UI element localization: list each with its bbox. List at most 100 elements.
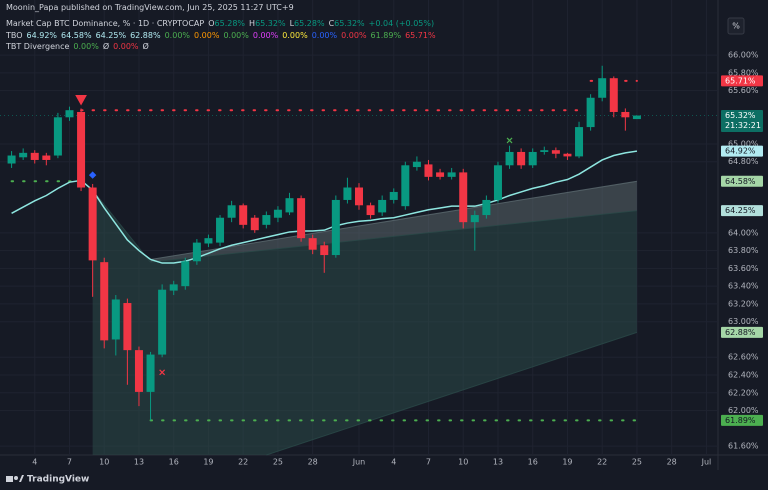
candle-body (493, 165, 502, 200)
x-tick-label: 28 (308, 458, 318, 467)
x-tick-label: 13 (134, 458, 144, 467)
price-label: 65.71% (725, 76, 756, 85)
y-tick-label: 65.80% (728, 68, 759, 77)
x-tick-label: 28 (667, 458, 677, 467)
y-tick-label: 64.00% (728, 228, 759, 237)
y-tick-label: 61.60% (728, 442, 759, 451)
y-tick-label: 65.00% (728, 139, 759, 148)
candle-body (158, 289, 167, 355)
candle-body (204, 238, 213, 244)
x-tick-label: 22 (597, 458, 607, 467)
y-tick-label: 62.60% (728, 353, 759, 362)
plot-area (0, 0, 718, 456)
candle-body (30, 152, 39, 160)
indicator-name: TBT Divergence (6, 42, 70, 51)
candle-body (575, 127, 584, 157)
published-line: Moonin_Papa published on TradingView.com… (6, 3, 294, 12)
channel-bottom-line (266, 331, 638, 456)
x-tick-label: 4 (391, 458, 396, 467)
y-tick-label: 62.40% (728, 371, 759, 380)
candle-body (563, 153, 572, 157)
ohlc-key: O (208, 19, 215, 28)
price-label: 62.88% (725, 328, 756, 337)
candle-body (598, 78, 607, 98)
y-tick-label: 62.00% (728, 406, 759, 415)
unit-button[interactable] (727, 17, 745, 35)
x-tick-label: 10 (99, 458, 109, 467)
x-tick-label: 7 (67, 458, 72, 467)
candle-body (239, 205, 248, 225)
candle-body (53, 117, 62, 156)
symbol-legend: Market Cap BTC Dominance, % · 1D · CRYPT… (6, 19, 438, 28)
change: +0.04 (+0.05%) (368, 19, 435, 28)
candle-body (482, 199, 491, 216)
candle-body (586, 97, 595, 128)
ohlc-value: 65.32% (334, 19, 365, 28)
candle-body (331, 199, 340, 256)
candle-body (65, 110, 74, 118)
candle-body (308, 238, 317, 250)
price-label: 61.89% (725, 416, 756, 425)
candle-body (181, 261, 190, 287)
candle-body (412, 161, 421, 168)
indicator-value: Ø (102, 42, 110, 51)
price-label-box (721, 205, 763, 217)
indicator-value: 64.58% (61, 31, 92, 40)
price-label: 65.32% (725, 111, 756, 120)
candle-body (273, 209, 282, 218)
candle-body (192, 242, 201, 262)
candle-body (378, 199, 387, 213)
candle-body (123, 303, 132, 351)
candle-body (447, 172, 456, 177)
indicator-value: 61.89% (370, 31, 402, 40)
indicator-value: 0.00% (164, 31, 191, 40)
ohlc-key: H (249, 19, 256, 28)
indicator-name: TBO (6, 31, 23, 40)
candle-body (517, 151, 526, 166)
unit-label: % (732, 22, 740, 31)
x-tick-label: 19 (203, 458, 213, 467)
band-upper-line (150, 180, 638, 260)
indicator-value: 0.00% (311, 31, 338, 40)
indicator-value: 0.00% (341, 31, 367, 40)
price-label: 64.58% (725, 177, 756, 186)
countdown: 21:32:21 (725, 121, 761, 130)
symbol: Market Cap BTC Dominance, % · 1D · CRYPT… (6, 19, 205, 28)
candle-body (355, 187, 363, 206)
x-tick-label: 25 (632, 458, 642, 467)
price-label-box (721, 75, 763, 87)
x-tick-label: 16 (528, 458, 538, 467)
candle-body (632, 115, 641, 120)
candle-body (297, 198, 306, 239)
candle-body (389, 191, 398, 200)
footer-logo (6, 475, 24, 482)
candle-body (621, 111, 630, 118)
ohlc-value: 65.28% (294, 19, 325, 28)
candle-body (401, 165, 410, 207)
candle-body (111, 299, 120, 340)
indicator-value: 0.00% (113, 42, 139, 51)
price-label-box (721, 175, 763, 187)
indicator-value: 0.00% (194, 31, 220, 40)
candle-body (424, 164, 433, 177)
candle-body (216, 217, 225, 243)
indicator-value: 64.25% (95, 31, 127, 40)
y-tick-label: 63.40% (728, 282, 759, 291)
price-label: 64.25% (725, 206, 756, 215)
candle-body (436, 172, 445, 177)
signal-marker (75, 95, 87, 106)
y-tick-label: 63.60% (728, 264, 759, 273)
price-label-box (721, 145, 763, 157)
indicator-value: 64.92% (26, 31, 58, 40)
candle-body (42, 155, 51, 160)
x-tick-label: 4 (32, 458, 37, 467)
x-tick-label: Jun (352, 458, 366, 467)
ema-line (11, 150, 638, 264)
ohlc-value: 65.32% (255, 19, 286, 28)
x-tick-label: 16 (169, 458, 179, 467)
price-label: 64.92% (725, 147, 756, 156)
candle-body (285, 198, 294, 213)
indicator-value: 0.00% (252, 31, 279, 40)
